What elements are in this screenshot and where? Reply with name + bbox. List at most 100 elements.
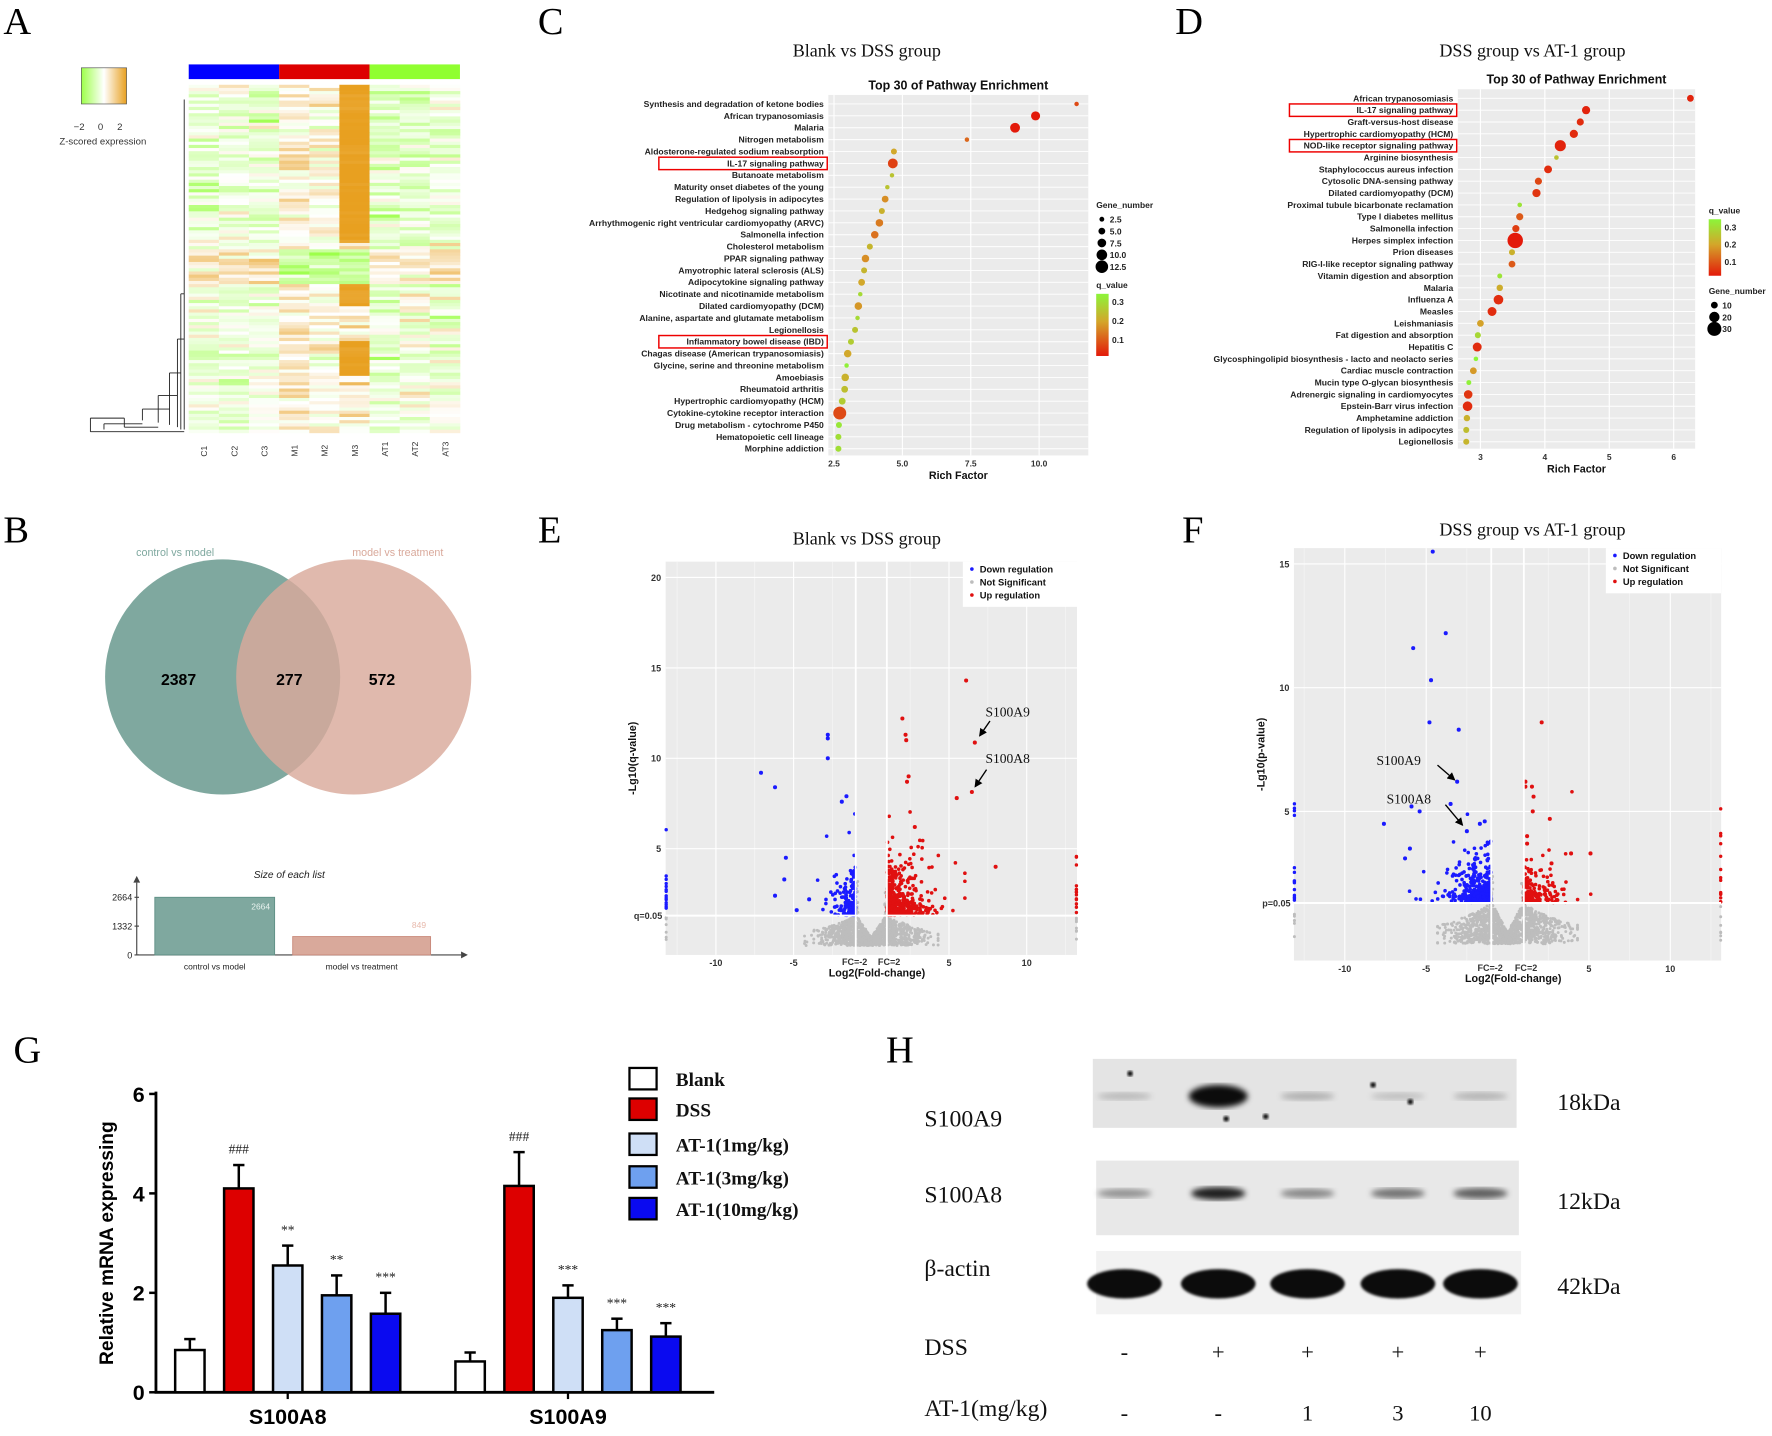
heatmap-cell [249, 233, 280, 237]
heatmap-cell [309, 91, 340, 95]
heatmap-cell [370, 189, 401, 193]
gene-point [1561, 937, 1564, 940]
heatmap-cell [430, 351, 461, 355]
heatmap-cell [219, 303, 250, 307]
heatmap-cell [309, 192, 340, 196]
heatmap-cell [370, 227, 401, 231]
gene-point [773, 785, 777, 789]
heatmap-cell [219, 341, 250, 345]
heatmap-cell [339, 420, 370, 424]
heatmap-cell [279, 116, 310, 120]
heatmap-cell [309, 268, 340, 272]
heatmap-cell [249, 268, 280, 272]
pathway-label: Maturity onset diabetes of the young [674, 182, 824, 192]
gene-point [817, 930, 820, 933]
heatmap-cell [249, 173, 280, 177]
pathway-dot [839, 398, 846, 405]
heatmap-cell [189, 142, 220, 146]
panel-letter-a: A [3, 1, 31, 43]
heatmap-cell [249, 322, 280, 326]
heatmap-cell [309, 211, 340, 215]
gene-point [933, 908, 937, 912]
gene-point [994, 865, 998, 869]
gene-point [1540, 941, 1543, 944]
gene-point [1576, 924, 1579, 927]
pathway-dot [871, 231, 879, 239]
gene-point [1576, 937, 1579, 940]
heatmap-cell [370, 167, 401, 171]
heatmap-cell [279, 240, 310, 244]
gene-point [844, 893, 848, 897]
heatmap-cell [249, 252, 280, 256]
gene-point [1549, 920, 1552, 923]
heatmap-cell [249, 414, 280, 418]
gene-point [1551, 917, 1554, 920]
heatmap-cell [219, 126, 250, 130]
y-tick-label: 5 [1284, 807, 1289, 817]
heatmap-cell [339, 385, 370, 389]
heatmap-cell [430, 322, 461, 326]
gene-point [1540, 935, 1543, 938]
heatmap-cell [309, 389, 340, 393]
pathway-label: Epstein-Barr virus infection [1341, 401, 1454, 411]
legend-title: Gene_number [1709, 286, 1767, 296]
y-axis-label: -Lg10(q-value) [627, 721, 639, 795]
gene-point [891, 922, 894, 925]
heatmap-cell [189, 126, 220, 130]
gene-point [1526, 914, 1529, 917]
heatmap-cell [279, 287, 310, 291]
heatmap-cell [279, 205, 310, 209]
heatmap-cell [370, 363, 401, 367]
gene-point [664, 896, 667, 899]
gene-point [910, 932, 913, 935]
gene-point [1499, 941, 1502, 944]
gene-point [908, 925, 911, 928]
heatmap-cell [400, 271, 431, 275]
heatmap-cell [339, 183, 370, 187]
pathway-dot [890, 173, 894, 177]
heatmap-cell [309, 360, 340, 364]
heatmap-cell [339, 379, 370, 383]
gene-point [1460, 924, 1463, 927]
heatmap-cell [279, 110, 310, 114]
heatmap-cell [279, 370, 310, 374]
heatmap-cell [400, 379, 431, 383]
heatmap-cell [249, 88, 280, 92]
heatmap-cell [370, 243, 401, 247]
pathway-dot [891, 149, 897, 155]
pathway-label: Influenza A [1408, 295, 1453, 305]
gene-point [665, 923, 668, 926]
legend-label: Up regulation [980, 590, 1041, 600]
heatmap-cell [370, 408, 401, 412]
gene-point [1532, 934, 1535, 937]
gene-point [1548, 867, 1552, 871]
heatmap-cell [249, 167, 280, 171]
heatmap-cell [370, 88, 401, 92]
heatmap-cell [400, 357, 431, 361]
gene-point [1534, 910, 1537, 913]
heatmap-cell [339, 180, 370, 184]
heatmap-cell [400, 335, 431, 339]
heatmap-cell [249, 278, 280, 282]
gene-point [1557, 926, 1560, 929]
heatmap-cell [370, 287, 401, 291]
gene-point [1444, 923, 1447, 926]
gene-point [1455, 923, 1458, 926]
gene-point [909, 846, 913, 850]
x-axis-label: Rich Factor [1547, 463, 1607, 475]
heatmap-cell [339, 290, 370, 294]
heatmap-cell [339, 139, 370, 143]
heatmap-cell [249, 423, 280, 427]
heatmap-cell [219, 252, 250, 256]
heatmap-cell [279, 275, 310, 279]
heatmap-cell [279, 230, 310, 234]
gene-point [928, 931, 931, 934]
heatmap-cell [249, 214, 280, 218]
heatmap-cell [370, 357, 401, 361]
heatmap-cell [279, 113, 310, 117]
gene-point [664, 906, 667, 909]
heatmap-cell [219, 170, 250, 174]
pathway-dot [844, 350, 852, 358]
gene-point [859, 926, 862, 929]
gene-point [857, 917, 860, 920]
